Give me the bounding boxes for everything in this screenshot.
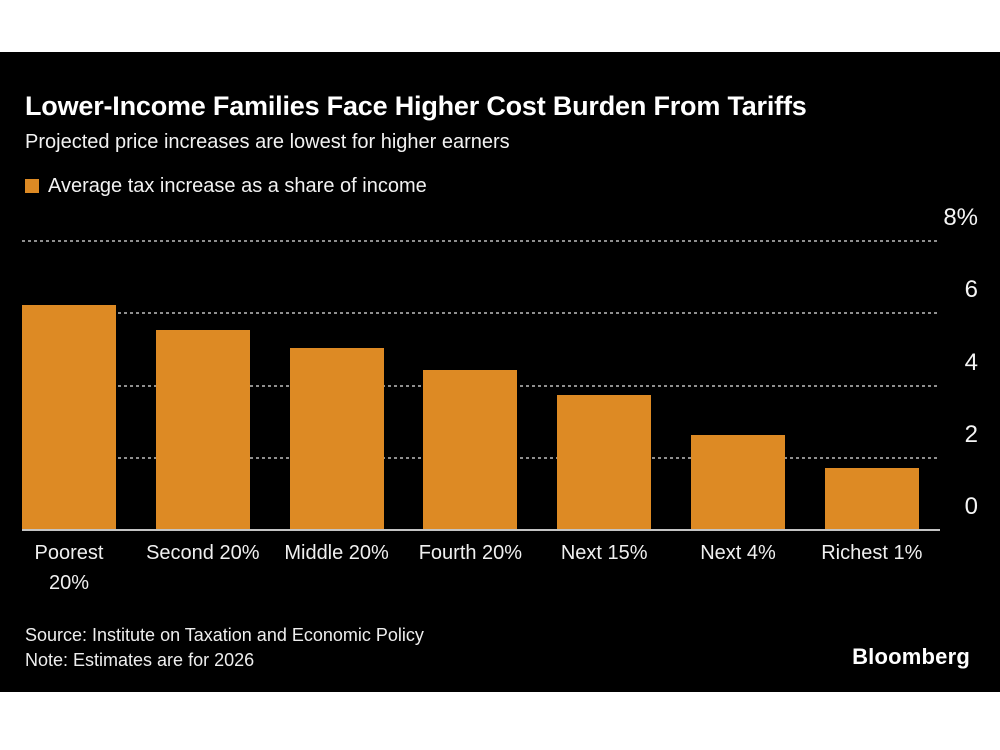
legend-swatch-icon (25, 179, 39, 193)
x-tick-label-next-15-: Next 15% (561, 538, 648, 568)
bar-middle-20- (289, 348, 384, 529)
x-tick-label-poorest-20-: Poorest 20% (35, 538, 104, 598)
bar-poorest-20- (22, 305, 116, 529)
gridline-6 (22, 312, 940, 315)
y-tick-label-4: 4 (964, 348, 978, 376)
source-line: Source: Institute on Taxation and Econom… (25, 625, 424, 645)
x-tick-label-line: Second 20% (146, 542, 260, 564)
legend: Average tax increase as a share of incom… (25, 176, 427, 196)
bar-fourth-20- (423, 370, 518, 529)
bar-next-15- (557, 395, 652, 529)
x-tick-label-middle-20-: Middle 20% (284, 538, 389, 568)
x-tick-label-next-4-: Next 4% (700, 538, 776, 568)
x-tick-label-richest-1-: Richest 1% (821, 538, 922, 568)
x-tick-label-second-20-: Second 20% (146, 538, 259, 568)
chart-card: Lower-Income Families Face Higher Cost B… (0, 52, 1000, 692)
legend-label: Average tax increase as a share of incom… (48, 175, 427, 197)
y-tick-label-2: 2 (964, 420, 978, 448)
bloomberg-logo: Bloomberg (852, 644, 970, 669)
y-tick-label-0: 0 (964, 493, 978, 520)
chart-subtitle: Projected price increases are lowest for… (25, 131, 510, 153)
x-tick-label-line: Fourth 20% (418, 542, 523, 564)
x-tick-label-line: Richest 1% (821, 542, 923, 564)
y-tick-label-6: 6 (964, 276, 978, 304)
gridline-8 (22, 240, 940, 242)
footnote: Source: Institute on Taxation and Econom… (25, 623, 424, 673)
bar-chart: 0 2 4 6 8% Poorest 20% Second 20% Middle 20% Four… (22, 205, 978, 594)
x-tick-label-fourth-20-: Fourth 20% (419, 538, 522, 568)
bar-second-20- (155, 330, 250, 529)
x-tick-label-line: Poorest (34, 542, 104, 564)
bar-next-4- (691, 435, 785, 529)
note-line: Note: Estimates are for 2026 (25, 650, 255, 670)
y-tick-label-8: 8% (943, 204, 978, 231)
x-tick-label-line: Next 4% (700, 542, 776, 564)
x-tick-label-line: Middle 20% (284, 542, 389, 564)
x-axis-baseline (22, 529, 940, 531)
x-tick-label-line: Next 15% (560, 542, 648, 564)
chart-title: Lower-Income Families Face Higher Cost B… (25, 91, 807, 121)
bar-richest-1- (824, 467, 919, 529)
x-tick-label-line: 20% (48, 572, 90, 594)
